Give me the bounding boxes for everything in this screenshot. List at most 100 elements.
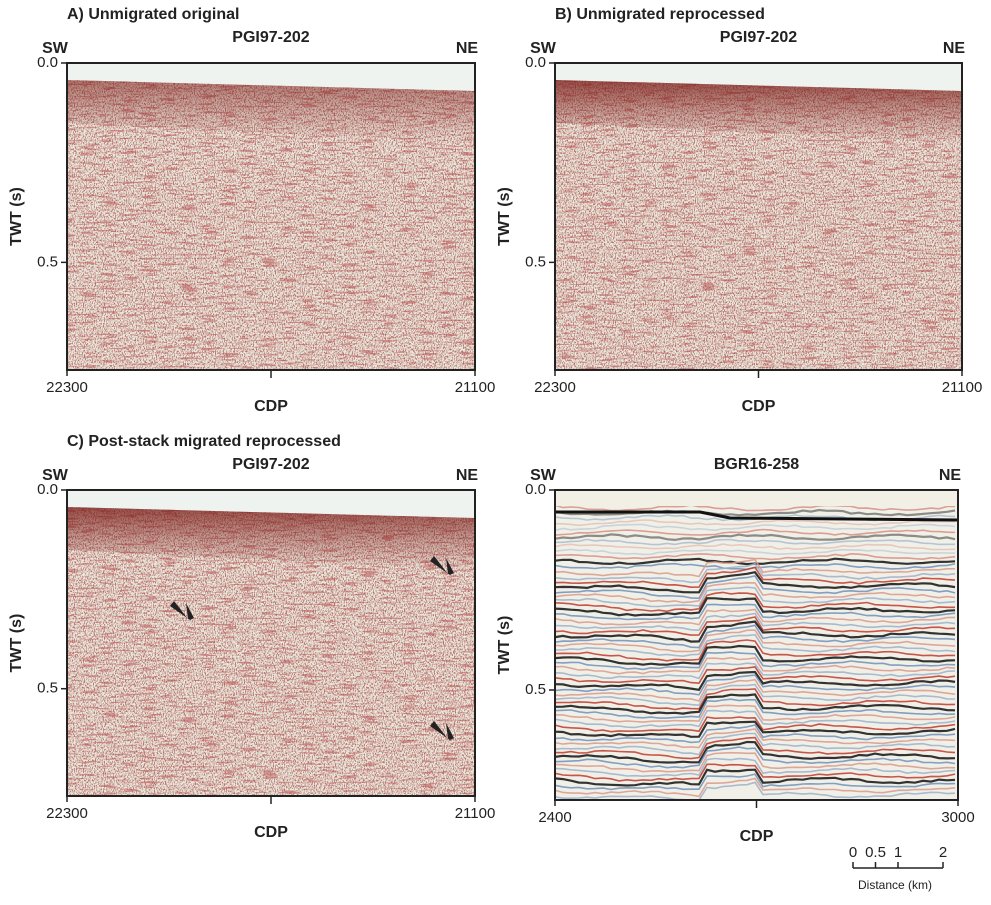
- panel-title: A) Unmigrated original: [67, 6, 239, 23]
- seismic-reflector: [555, 773, 956, 791]
- seismic-reflector: [555, 720, 956, 738]
- water-column: [67, 63, 475, 91]
- seismic-reflector: [555, 666, 956, 685]
- seismic-image: [67, 490, 475, 796]
- right-label: NE: [456, 40, 479, 57]
- seismic-reflector: [555, 751, 956, 773]
- seismic-reflector: [555, 591, 955, 613]
- panel-title: C) Post-stack migrated reprocessed: [67, 433, 341, 450]
- seismic-reflector: [555, 581, 956, 604]
- seismic-reflector: [555, 552, 956, 561]
- left-label: SW: [530, 40, 557, 57]
- x-axis-label: CDP: [254, 398, 288, 415]
- y-axis-label: TWT (s): [496, 616, 513, 675]
- seismic-reflector: [555, 603, 956, 621]
- seismic-reflector: [555, 575, 956, 600]
- panel: A) Unmigrated original PGI97-202 SW NE TWT (…: [8, 6, 495, 415]
- left-label: SW: [42, 40, 69, 57]
- x-tick-label: 22300: [46, 379, 88, 396]
- scale-tick-label: 1: [894, 844, 902, 861]
- water-column: [555, 63, 962, 91]
- seismic-reflector: [555, 612, 956, 632]
- x-axis-label: CDP: [740, 828, 774, 845]
- seismic-reflector: [555, 620, 956, 643]
- panel-subtitle: PGI97-202: [720, 29, 797, 46]
- seismic-reflector: [555, 558, 955, 578]
- panel-title: B) Unmigrated reprocessed: [555, 6, 765, 23]
- seismic-reflector: [555, 528, 956, 536]
- seafloor: [555, 510, 958, 522]
- x-tick-label: 22300: [46, 805, 88, 822]
- panel-subtitle: PGI97-202: [232, 456, 309, 473]
- seismic-reflector: [555, 732, 956, 756]
- y-axis-label: TWT (s): [496, 187, 513, 246]
- seismic-reflector: [555, 670, 956, 691]
- x-tick-label: 21100: [942, 379, 983, 396]
- seismic-reflector: [555, 608, 956, 626]
- seismic-reflector: [555, 688, 956, 711]
- seismic-reflector: [555, 566, 956, 589]
- seismic-reflector: [555, 519, 955, 527]
- seismic-reflector: [555, 651, 956, 671]
- seismic-reflector: [555, 629, 956, 653]
- seismic-reflector: [555, 768, 956, 787]
- seismic-reflector: [555, 740, 956, 764]
- x-tick-label: 3000: [941, 809, 974, 826]
- seismic-reflector: [555, 543, 956, 551]
- seismic-reflector: [555, 548, 956, 556]
- seismic-reflector: [555, 777, 956, 798]
- x-tick-label: 22300: [534, 379, 576, 396]
- scale-tick-label: 0.5: [865, 844, 886, 861]
- seismic-image: [555, 63, 962, 370]
- scale-label: Distance (km): [858, 878, 932, 892]
- seismic-reflector: [555, 504, 955, 512]
- seismic-reflector: [555, 633, 956, 658]
- seismic-reflector: [555, 597, 956, 617]
- seafloor-band: [67, 80, 475, 143]
- seismic-reflector: [555, 678, 956, 702]
- water-column: [555, 490, 958, 506]
- y-tick-label: 0.5: [525, 253, 546, 270]
- seismic-reflector: [555, 704, 956, 723]
- seismic-reflector: [555, 757, 956, 778]
- seismic-reflector: [555, 538, 955, 546]
- seismic-reflector: [555, 624, 956, 649]
- seismic-reflector: [555, 709, 956, 729]
- arrow: [430, 556, 454, 575]
- y-tick-label: 0.0: [525, 481, 546, 498]
- seismic-image: [555, 490, 958, 800]
- y-tick-label: 0.5: [37, 253, 58, 270]
- panel: C) Post-stack migrated reprocessed PGI97-…: [8, 433, 495, 841]
- water-column: [67, 490, 475, 518]
- scale-tick-label: 0: [849, 844, 857, 861]
- seismic-reflector: [555, 698, 956, 719]
- seismic-reflector: [555, 533, 956, 542]
- y-tick-label: 0.0: [37, 481, 58, 498]
- left-label: SW: [530, 467, 557, 484]
- y-tick-label: 0.0: [37, 54, 58, 71]
- panel: B) Unmigrated reprocessed PGI97-202 SW NE TW…: [496, 6, 982, 415]
- x-tick-label: 21100: [455, 379, 496, 396]
- y-tick-label: 0.0: [525, 54, 546, 71]
- seismic-image: [67, 63, 475, 370]
- seismic-reflector: [555, 716, 956, 733]
- arrow: [170, 601, 194, 620]
- x-axis-label: CDP: [742, 398, 776, 415]
- x-tick-label: 21100: [455, 805, 496, 822]
- seismic-reflector: [555, 683, 956, 707]
- y-axis-label: TWT (s): [8, 187, 25, 246]
- seismic-reflector: [555, 570, 956, 594]
- seismic-reflector: [555, 763, 956, 782]
- right-label: NE: [943, 40, 966, 57]
- panel-subtitle: BGR16-258: [714, 456, 799, 473]
- seismic-reflector: [555, 508, 956, 517]
- seismic-reflector: [555, 746, 956, 769]
- seismic-reflector: [555, 724, 956, 744]
- seismic-reflector: [555, 656, 956, 675]
- seismic-reflector: [555, 523, 956, 532]
- left-label: SW: [42, 467, 69, 484]
- right-label: NE: [456, 467, 479, 484]
- seismic-reflector: [555, 562, 956, 584]
- seismic-reflector: [555, 674, 956, 696]
